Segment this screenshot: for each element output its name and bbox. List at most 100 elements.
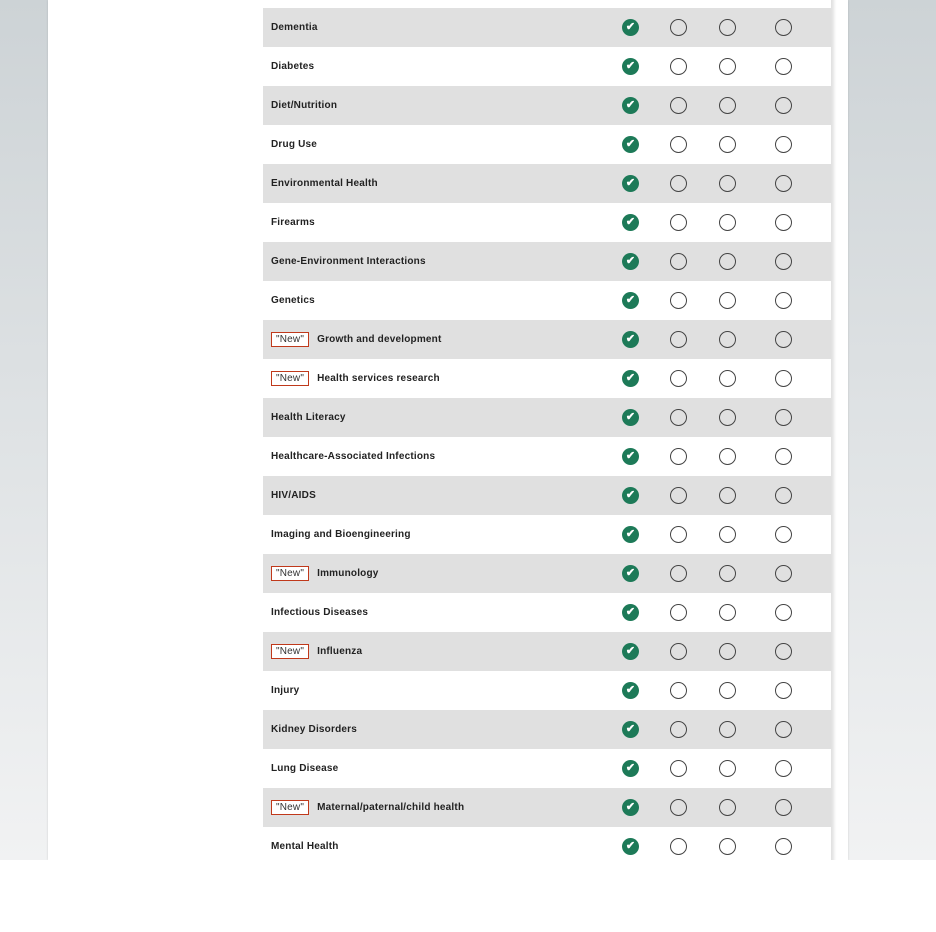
radio-option-3[interactable] [719, 721, 736, 738]
radio-option-3[interactable] [719, 370, 736, 387]
radio-option-2[interactable] [670, 214, 687, 231]
radio-checked-icon[interactable]: ✔ [622, 409, 639, 426]
radio-option-2[interactable] [670, 292, 687, 309]
radio-checked-icon[interactable]: ✔ [622, 565, 639, 582]
table-row: Drug Use ✔ [263, 125, 831, 164]
radio-checked-icon[interactable]: ✔ [622, 448, 639, 465]
radio-checked-icon[interactable]: ✔ [622, 487, 639, 504]
radio-option-2[interactable] [670, 643, 687, 660]
radio-option-4[interactable] [775, 409, 792, 426]
radio-checked-icon[interactable]: ✔ [622, 838, 639, 855]
radio-checked-icon[interactable]: ✔ [622, 175, 639, 192]
radio-checked-icon[interactable]: ✔ [622, 97, 639, 114]
radio-option-3[interactable] [719, 175, 736, 192]
radio-option-4[interactable] [775, 214, 792, 231]
radio-option-3[interactable] [719, 214, 736, 231]
radio-option-3[interactable] [719, 799, 736, 816]
radio-option-4[interactable] [775, 565, 792, 582]
radio-option-3[interactable] [719, 409, 736, 426]
radio-option-2[interactable] [670, 253, 687, 270]
radio-option-4[interactable] [775, 19, 792, 36]
radio-option-3[interactable] [719, 526, 736, 543]
radio-option-2[interactable] [670, 487, 687, 504]
table-row: Gene-Environment Interactions ✔ [263, 242, 831, 281]
radio-option-3[interactable] [719, 838, 736, 855]
radio-option-2[interactable] [670, 526, 687, 543]
radio-option-2[interactable] [670, 175, 687, 192]
radio-checked-icon[interactable]: ✔ [622, 721, 639, 738]
topic-label: Imaging and Bioengineering [271, 515, 411, 554]
radio-checked-icon[interactable]: ✔ [622, 682, 639, 699]
topic-label: Health Literacy [271, 398, 346, 437]
radio-option-2[interactable] [670, 58, 687, 75]
radio-option-4[interactable] [775, 175, 792, 192]
radio-option-4[interactable] [775, 760, 792, 777]
topic-name: Injury [271, 685, 300, 696]
radio-checked-icon[interactable]: ✔ [622, 253, 639, 270]
radio-option-3[interactable] [719, 604, 736, 621]
radio-option-4[interactable] [775, 643, 792, 660]
radio-checked-icon[interactable]: ✔ [622, 331, 639, 348]
radio-option-2[interactable] [670, 838, 687, 855]
radio-option-2[interactable] [670, 370, 687, 387]
radio-option-3[interactable] [719, 19, 736, 36]
radio-option-3[interactable] [719, 331, 736, 348]
radio-option-2[interactable] [670, 682, 687, 699]
radio-checked-icon[interactable]: ✔ [622, 292, 639, 309]
radio-option-4[interactable] [775, 97, 792, 114]
radio-option-3[interactable] [719, 760, 736, 777]
radio-option-2[interactable] [670, 409, 687, 426]
topic-name: Lung Disease [271, 763, 339, 774]
radio-option-2[interactable] [670, 760, 687, 777]
radio-option-4[interactable] [775, 487, 792, 504]
radio-option-3[interactable] [719, 136, 736, 153]
radio-checked-icon[interactable]: ✔ [622, 604, 639, 621]
radio-option-2[interactable] [670, 331, 687, 348]
radio-option-4[interactable] [775, 604, 792, 621]
table-row: "New" Influenza ✔ [263, 632, 831, 671]
radio-checked-icon[interactable]: ✔ [622, 799, 639, 816]
radio-option-4[interactable] [775, 721, 792, 738]
radio-option-4[interactable] [775, 526, 792, 543]
radio-option-4[interactable] [775, 838, 792, 855]
radio-option-4[interactable] [775, 58, 792, 75]
radio-option-3[interactable] [719, 253, 736, 270]
topic-name: Genetics [271, 295, 315, 306]
radio-option-3[interactable] [719, 97, 736, 114]
radio-option-3[interactable] [719, 643, 736, 660]
radio-option-2[interactable] [670, 799, 687, 816]
radio-checked-icon[interactable]: ✔ [622, 58, 639, 75]
radio-option-4[interactable] [775, 253, 792, 270]
radio-option-3[interactable] [719, 448, 736, 465]
radio-checked-icon[interactable]: ✔ [622, 136, 639, 153]
radio-option-4[interactable] [775, 799, 792, 816]
radio-option-3[interactable] [719, 487, 736, 504]
radio-option-2[interactable] [670, 19, 687, 36]
radio-option-2[interactable] [670, 565, 687, 582]
radio-checked-icon[interactable]: ✔ [622, 214, 639, 231]
radio-checked-icon[interactable]: ✔ [622, 526, 639, 543]
radio-option-2[interactable] [670, 721, 687, 738]
radio-option-4[interactable] [775, 136, 792, 153]
radio-option-2[interactable] [670, 448, 687, 465]
radio-option-3[interactable] [719, 58, 736, 75]
radio-option-3[interactable] [719, 682, 736, 699]
topic-label: "New" Maternal/paternal/child health [271, 788, 464, 827]
radio-checked-icon[interactable]: ✔ [622, 760, 639, 777]
radio-checked-icon[interactable]: ✔ [622, 370, 639, 387]
radio-checked-icon[interactable]: ✔ [622, 643, 639, 660]
radio-checked-icon[interactable]: ✔ [622, 19, 639, 36]
radio-option-4[interactable] [775, 448, 792, 465]
topic-name: Diabetes [271, 61, 315, 72]
radio-option-2[interactable] [670, 136, 687, 153]
radio-option-3[interactable] [719, 292, 736, 309]
radio-option-4[interactable] [775, 292, 792, 309]
radio-option-2[interactable] [670, 97, 687, 114]
radio-option-4[interactable] [775, 682, 792, 699]
new-badge: "New" [271, 371, 310, 386]
topic-preference-table: Dementia ✔ Diabetes ✔ Diet/Nutrition ✔ Drug Us… [263, 0, 831, 860]
radio-option-2[interactable] [670, 604, 687, 621]
radio-option-4[interactable] [775, 370, 792, 387]
radio-option-4[interactable] [775, 331, 792, 348]
radio-option-3[interactable] [719, 565, 736, 582]
